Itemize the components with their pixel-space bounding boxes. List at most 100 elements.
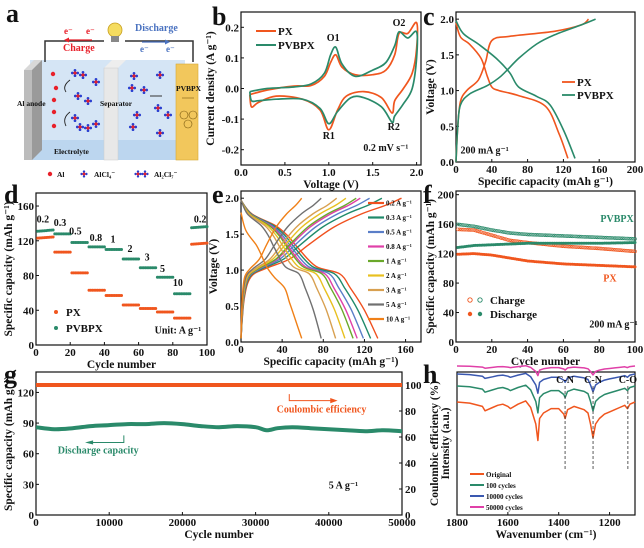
data-point (624, 248, 628, 253)
data-point (531, 232, 535, 237)
legend-label: 0.8 A g⁻¹ (386, 243, 412, 251)
cl-atom (161, 131, 165, 135)
data-point (455, 222, 460, 227)
data-point (504, 230, 508, 235)
cl-atom (134, 125, 138, 129)
cl-atom (76, 116, 80, 120)
legend-label: 1 A g⁻¹ (386, 258, 407, 266)
x-tick-label: 20 (486, 344, 498, 356)
al-atom (158, 73, 162, 77)
data-point (577, 245, 582, 250)
spectrum-100-cycles (456, 384, 636, 414)
data-point (588, 246, 593, 250)
cl-atom (133, 86, 137, 90)
y2-tick-label: 100 (405, 380, 422, 392)
y-tick-label: 160 (438, 219, 455, 231)
data-point (464, 227, 469, 232)
data-point (472, 228, 476, 232)
cl-atom (143, 170, 147, 173)
al-ions (50, 71, 59, 129)
cl-atom (73, 94, 77, 98)
cl-atom (81, 76, 85, 80)
data-point (489, 228, 494, 232)
separator-slab (103, 67, 119, 161)
data-point (493, 234, 498, 239)
rate-label: 0.3 (54, 218, 67, 229)
anode-top (24, 60, 42, 70)
annotation: O2 (393, 18, 406, 29)
data-point (624, 236, 628, 241)
data-point (597, 246, 602, 251)
data-point (565, 244, 569, 249)
cathode-label: PVBPX (176, 84, 202, 93)
data-point (502, 230, 507, 234)
data-point (597, 235, 602, 240)
data-point (524, 232, 528, 237)
al-atom (86, 126, 90, 130)
data-point (550, 233, 555, 238)
cl-atom (86, 129, 90, 133)
y-tick-label: 1.5 (225, 229, 239, 241)
cl-atom (131, 128, 135, 132)
data-point (463, 227, 467, 232)
panel-letter-f: f (423, 180, 432, 209)
wire-left (44, 40, 104, 62)
cl-atom (127, 86, 131, 90)
y-tick-label: 60 (23, 449, 35, 461)
cl-atom (159, 106, 163, 110)
x-tick-label: 1.5 (366, 167, 380, 179)
y-axis-label: Voltage (V) (208, 239, 220, 295)
data-point (558, 233, 562, 238)
data-point (568, 244, 573, 249)
cl-atom (73, 68, 77, 72)
legend-marker (467, 297, 473, 303)
data-point (613, 236, 618, 240)
data-point (484, 231, 489, 236)
discharge-arrowhead-icon (85, 440, 94, 445)
y-tick-label: 0.5 (440, 121, 454, 133)
x-tick-label: 20000 (169, 517, 197, 529)
legend-label: 0.3 A g⁻¹ (386, 214, 412, 222)
chart-f-cycling: 0 20 40 60 80 100 0 40 80 120 160 200 Cycle number Sp… (425, 190, 644, 368)
cl-atom (83, 126, 87, 130)
x-tick-label: 0 (238, 344, 244, 356)
data-point (540, 233, 544, 237)
ce-arrow-icon (288, 394, 333, 402)
data-point (511, 238, 516, 243)
y-axis-label: Specific capacity (mAh g⁻¹) (3, 201, 15, 336)
data-point (602, 235, 607, 240)
y-tick-label: 40 (443, 308, 455, 320)
cl-atom (89, 126, 93, 130)
plot-frame (240, 190, 422, 343)
al-atom (142, 88, 146, 92)
data-point (568, 234, 573, 239)
data-point (498, 235, 503, 240)
cl-atom (97, 122, 101, 126)
legend-al-dot (47, 171, 53, 177)
cl-atom (156, 103, 160, 107)
x-axis-label: Voltage (V) (303, 179, 359, 191)
data-point (570, 244, 575, 249)
data-point (488, 232, 492, 237)
data-point (470, 228, 474, 232)
data-point (611, 236, 616, 240)
legend-marker (477, 311, 483, 317)
cl-atom (166, 116, 170, 120)
data-point (102, 288, 106, 292)
data-point (68, 250, 72, 254)
x-tick-label: 160 (397, 344, 414, 356)
cl-atom (158, 70, 162, 74)
data-point (495, 229, 499, 233)
discharge-label: Discharge (135, 23, 178, 34)
cl-atom (131, 122, 135, 126)
chart-d-rate: 0 20 40 60 80 100 0 40 80 120 160 Cycle number Speci… (3, 192, 216, 371)
al-atom (94, 122, 98, 126)
rate-label: 5 (160, 264, 165, 275)
y-tick-label: 0 (29, 340, 35, 352)
data-point (500, 236, 505, 241)
data-point (506, 238, 510, 242)
data-point (566, 244, 571, 249)
x-tick-label: 1800 (446, 517, 469, 529)
data-point (461, 223, 465, 227)
cl-atom (135, 74, 139, 78)
